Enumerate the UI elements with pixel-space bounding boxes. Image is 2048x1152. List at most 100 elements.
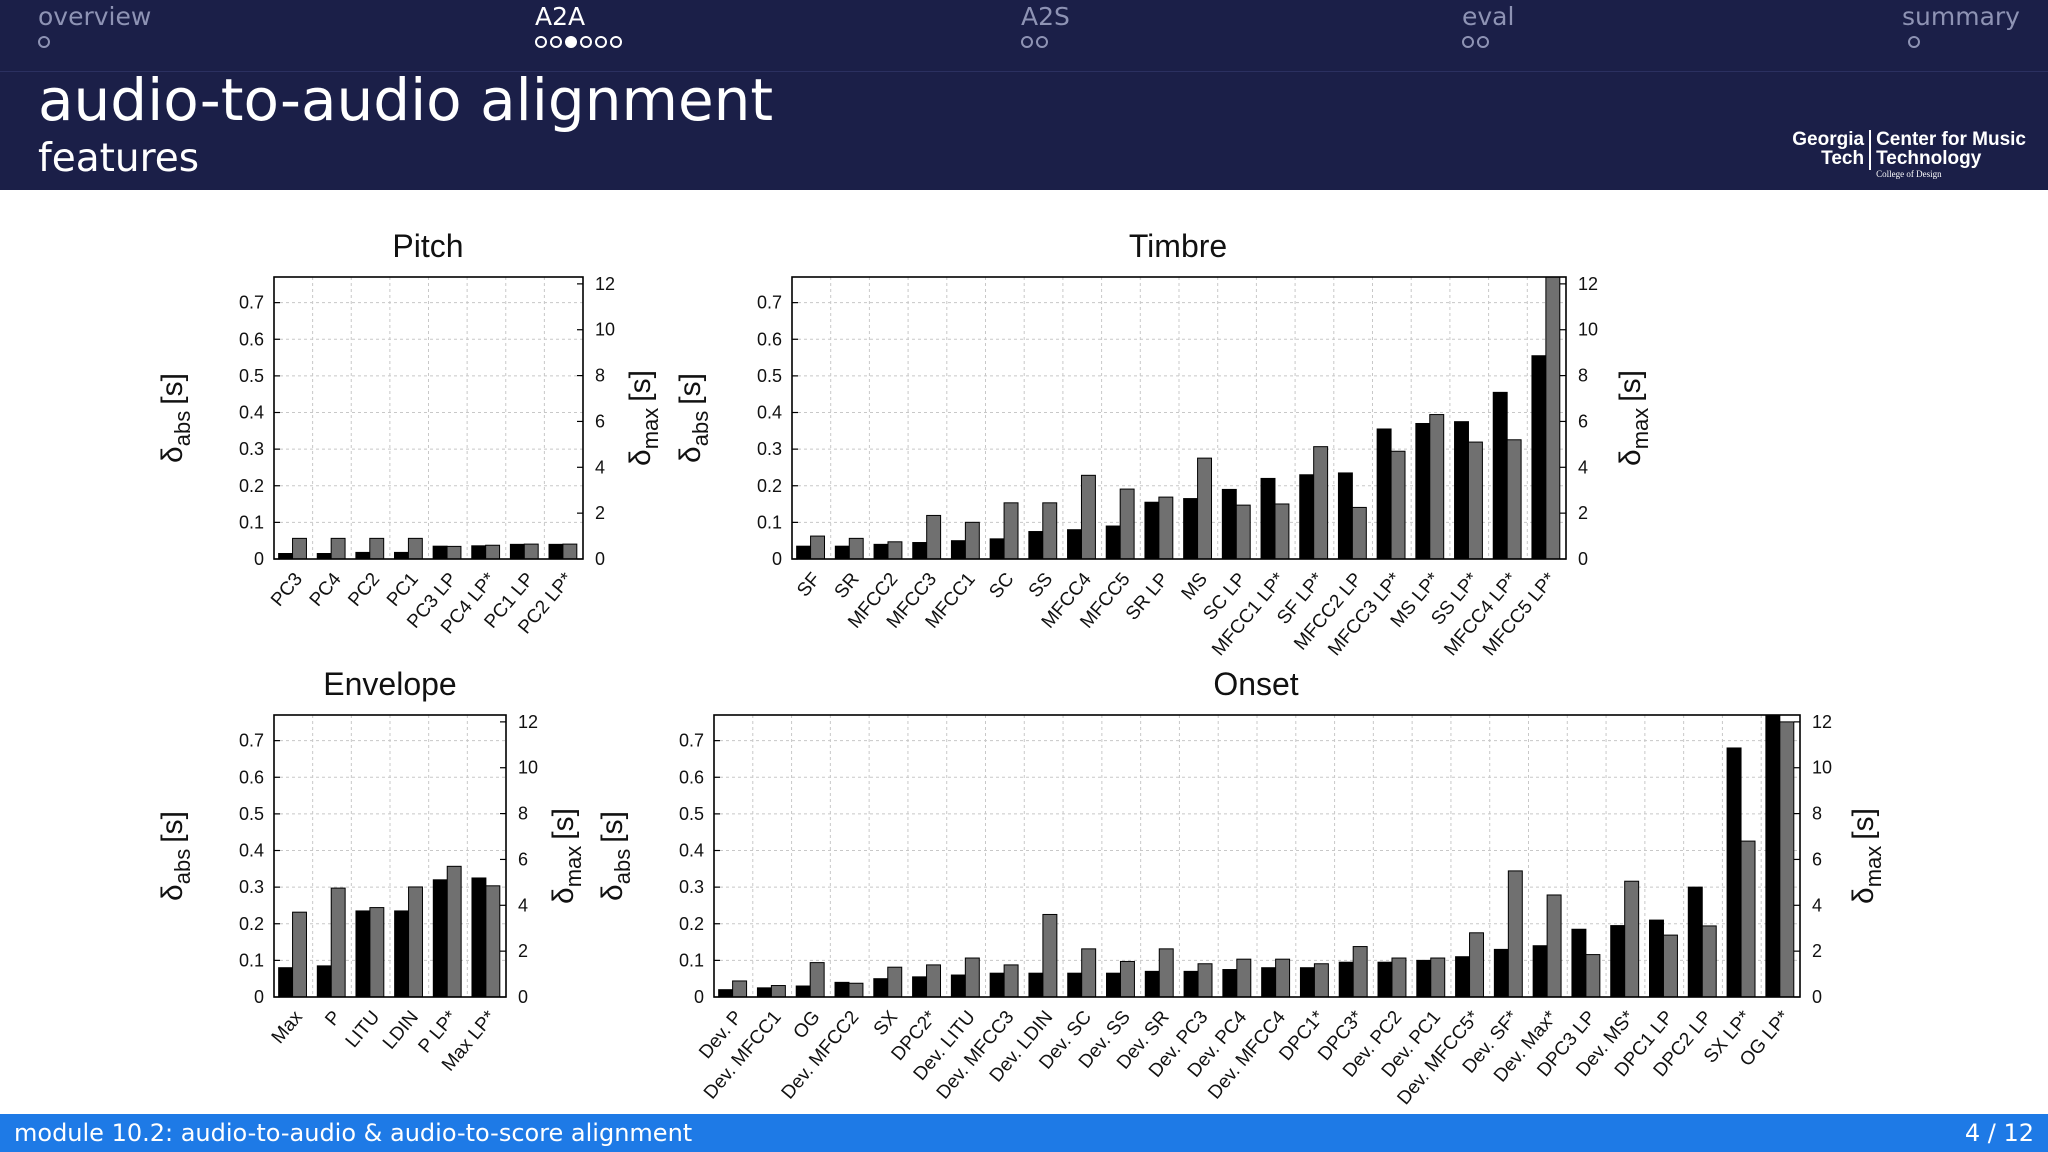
- y-tick-label: 0.1: [239, 512, 264, 532]
- y2-tick-label: 12: [595, 274, 615, 294]
- y2-tick-label: 4: [595, 457, 605, 477]
- bar-max: [887, 966, 903, 998]
- bar-max: [848, 537, 864, 560]
- y-tick-label: 0.5: [239, 366, 264, 386]
- bar-max: [1469, 932, 1485, 998]
- y-tick-label: 0.6: [679, 767, 704, 787]
- x-tick-label: SR: [831, 569, 864, 603]
- y2-tick-label: 0: [1578, 549, 1588, 569]
- x-tick-label: Max: [268, 1007, 307, 1048]
- slide-title: audio-to-audio alignment: [38, 66, 774, 134]
- nav-subsection-dot[interactable]: [1036, 36, 1048, 48]
- bar-abs: [355, 910, 371, 998]
- y-tick-label: 0: [694, 987, 704, 1007]
- y-tick-label: 0.6: [757, 329, 782, 349]
- bar-max: [809, 962, 825, 998]
- nav-subsection-dot[interactable]: [1021, 36, 1033, 48]
- bar-abs: [1144, 970, 1160, 998]
- bar-max: [1119, 960, 1135, 998]
- y2-tick-label: 4: [518, 895, 528, 915]
- bar-abs: [548, 543, 564, 560]
- nav-section-eval[interactable]: eval: [1462, 2, 1515, 31]
- y-axis-label: δabs[s]: [674, 373, 713, 463]
- bar-abs: [1067, 529, 1082, 560]
- bar-abs: [1299, 474, 1315, 560]
- nav-subsection-dot[interactable]: [1462, 36, 1474, 48]
- bar-max: [1274, 503, 1290, 560]
- bar-abs: [1261, 967, 1277, 998]
- x-tick-label: P: [321, 1007, 345, 1030]
- bar-max: [446, 865, 462, 998]
- bar-abs: [1183, 498, 1199, 560]
- bar-max: [1701, 925, 1717, 998]
- logo-text: Tech: [1821, 148, 1865, 169]
- nav-section-A2S[interactable]: A2S: [1021, 2, 1070, 31]
- nav-section-summary[interactable]: summary: [1902, 2, 2020, 31]
- y2-tick-label: 12: [518, 712, 538, 732]
- x-tick-label: MS: [1178, 569, 1212, 604]
- bar-abs: [1067, 972, 1083, 998]
- nav-subsection-dot[interactable]: [580, 36, 592, 48]
- y-tick-label: 0.2: [757, 476, 782, 496]
- y-tick-label: 0.3: [757, 439, 782, 459]
- y2-tick-label: 8: [1578, 366, 1588, 386]
- bar-abs: [1105, 525, 1121, 560]
- bar-abs: [1183, 970, 1199, 998]
- nav-subsection-dot[interactable]: [610, 36, 622, 48]
- nav-section-overview[interactable]: overview: [38, 2, 152, 31]
- y-tick-label: 0.2: [239, 476, 264, 496]
- y2-tick-label: 2: [1578, 503, 1588, 523]
- nav-subsection-dot[interactable]: [565, 36, 577, 48]
- y-tick-label: 0.3: [679, 877, 704, 897]
- x-tick-label: SR LP: [1122, 569, 1173, 625]
- bar-abs: [989, 538, 1005, 560]
- y-tick-label: 0.1: [239, 950, 264, 970]
- bar-abs: [873, 978, 889, 998]
- bar-abs: [1610, 925, 1626, 998]
- bar-abs: [355, 551, 371, 560]
- bar-abs: [1455, 956, 1471, 998]
- nav-subsection-dot[interactable]: [1908, 36, 1920, 48]
- y2-tick-label: 12: [1578, 274, 1598, 294]
- y2-axis-label: δmax[s]: [624, 370, 663, 466]
- bar-abs: [1028, 531, 1044, 560]
- y2-tick-label: 2: [518, 941, 528, 961]
- nav-dots: [1462, 36, 1489, 48]
- bar-abs: [756, 987, 772, 998]
- nav-subsection-dot[interactable]: [595, 36, 607, 48]
- bar-abs: [1299, 967, 1315, 998]
- y2-tick-label: 12: [1812, 712, 1832, 732]
- bar-max: [1158, 948, 1174, 998]
- bar-abs: [718, 989, 734, 998]
- y-tick-label: 0.3: [239, 877, 264, 897]
- nav-section-A2A[interactable]: A2A: [535, 2, 586, 31]
- bar-max: [1545, 276, 1561, 560]
- y-axis-label: δabs[s]: [156, 811, 195, 901]
- bar-max: [1429, 414, 1445, 560]
- nav-subsection-dot[interactable]: [550, 36, 562, 48]
- bar-abs: [1028, 972, 1044, 998]
- georgia-tech-logo: Georgia Tech Center for Music Technology…: [1792, 130, 2026, 180]
- bar-abs: [1492, 391, 1508, 560]
- y2-tick-label: 2: [1812, 941, 1822, 961]
- nav-subsection-dot[interactable]: [1477, 36, 1489, 48]
- nav-subsection-dot[interactable]: [535, 36, 547, 48]
- bar-abs: [316, 553, 332, 560]
- bar-max: [1662, 934, 1678, 998]
- bar-abs: [278, 967, 294, 998]
- bar-abs: [394, 910, 410, 998]
- bar-max: [485, 885, 501, 998]
- bar-max: [926, 514, 942, 560]
- x-tick-label: SC: [985, 569, 1018, 603]
- slide-subtitle: features: [38, 136, 200, 181]
- y-tick-label: 0.1: [679, 950, 704, 970]
- y-tick-label: 0.5: [239, 804, 264, 824]
- bar-abs: [1493, 948, 1509, 998]
- nav-subsection-dot[interactable]: [38, 36, 50, 48]
- bar-max: [330, 887, 346, 998]
- y-tick-label: 0.7: [757, 293, 782, 313]
- bar-abs: [1416, 959, 1432, 998]
